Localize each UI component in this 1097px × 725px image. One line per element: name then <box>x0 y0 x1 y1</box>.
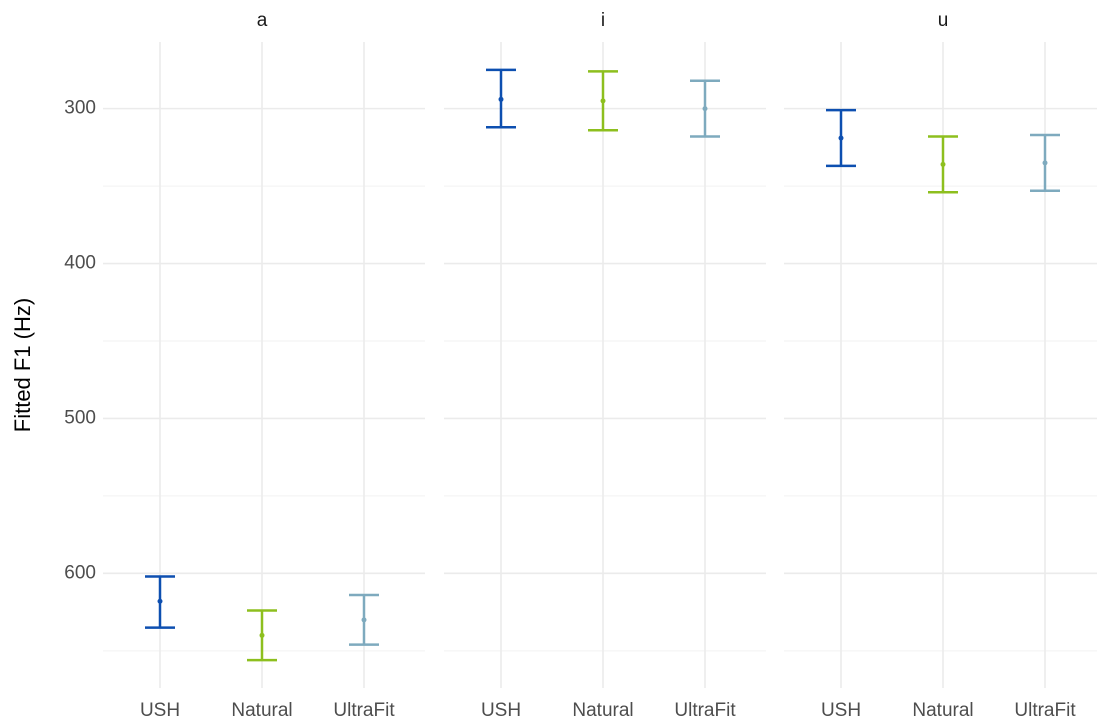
point <box>498 96 504 102</box>
facet-title: a <box>257 10 268 31</box>
point <box>157 598 163 604</box>
facet-title: u <box>938 10 949 31</box>
y-tick-label: 500 <box>64 407 96 428</box>
x-tick-label: USH <box>481 700 521 721</box>
point <box>600 98 606 104</box>
point <box>702 106 708 112</box>
point <box>259 632 265 638</box>
x-tick-label: USH <box>821 700 861 721</box>
point <box>940 161 946 167</box>
x-tick-label: UltraFit <box>333 700 395 721</box>
y-tick-label: 600 <box>64 562 96 583</box>
point <box>361 617 367 623</box>
x-tick-label: UltraFit <box>674 700 736 721</box>
x-tick-label: Natural <box>912 700 973 721</box>
x-tick-label: UltraFit <box>1014 700 1076 721</box>
y-tick-label: 300 <box>64 98 96 119</box>
point <box>1042 160 1048 166</box>
facet-title: i <box>601 10 605 31</box>
x-tick-label: Natural <box>231 700 292 721</box>
point <box>838 135 844 141</box>
x-tick-label: Natural <box>572 700 633 721</box>
y-tick-label: 400 <box>64 253 96 274</box>
x-tick-label: USH <box>140 700 180 721</box>
y-axis-title: Fitted F1 (Hz) <box>10 298 35 432</box>
